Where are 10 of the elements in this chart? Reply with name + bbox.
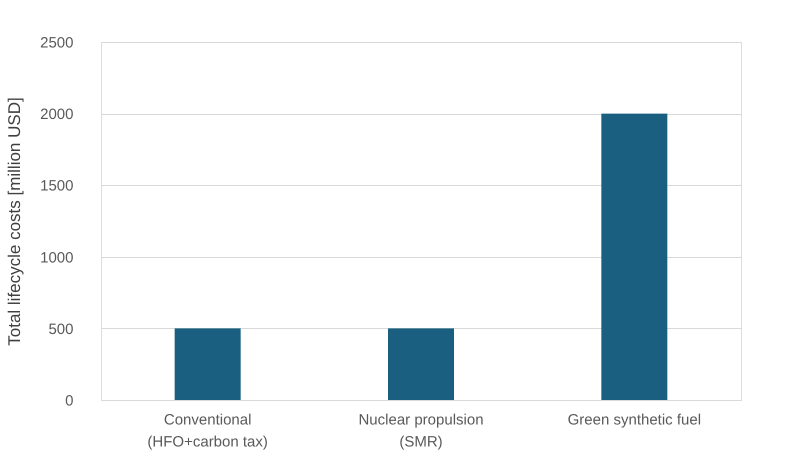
y-tick-label: 2500 xyxy=(40,34,74,52)
x-tick-label: Green synthetic fuel xyxy=(568,412,702,428)
y-tick-label: 1500 xyxy=(40,178,74,195)
y-tick-label: 1000 xyxy=(40,249,74,266)
y-axis-title: Total lifecycle costs [million USD] xyxy=(5,97,24,346)
y-tick-label: 0 xyxy=(65,392,74,410)
x-tick-label: Nuclear propulsion (SMR) xyxy=(358,412,484,450)
y-tick-label: 500 xyxy=(48,320,74,338)
y-tick-label: 2000 xyxy=(40,106,74,124)
x-tick-label: Conventional (HFO+carbon tax) xyxy=(147,412,268,450)
